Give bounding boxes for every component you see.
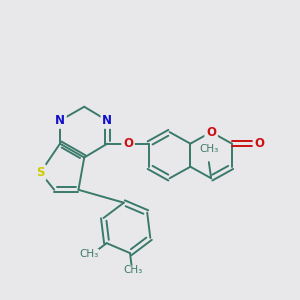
Text: CH₃: CH₃ [80,249,99,259]
Text: S: S [36,166,45,179]
Text: O: O [255,137,265,150]
Text: O: O [206,126,216,139]
Text: N: N [102,114,112,127]
Text: O: O [123,137,133,150]
Text: N: N [55,114,65,127]
Text: CH₃: CH₃ [199,144,218,154]
Text: CH₃: CH₃ [123,265,142,275]
